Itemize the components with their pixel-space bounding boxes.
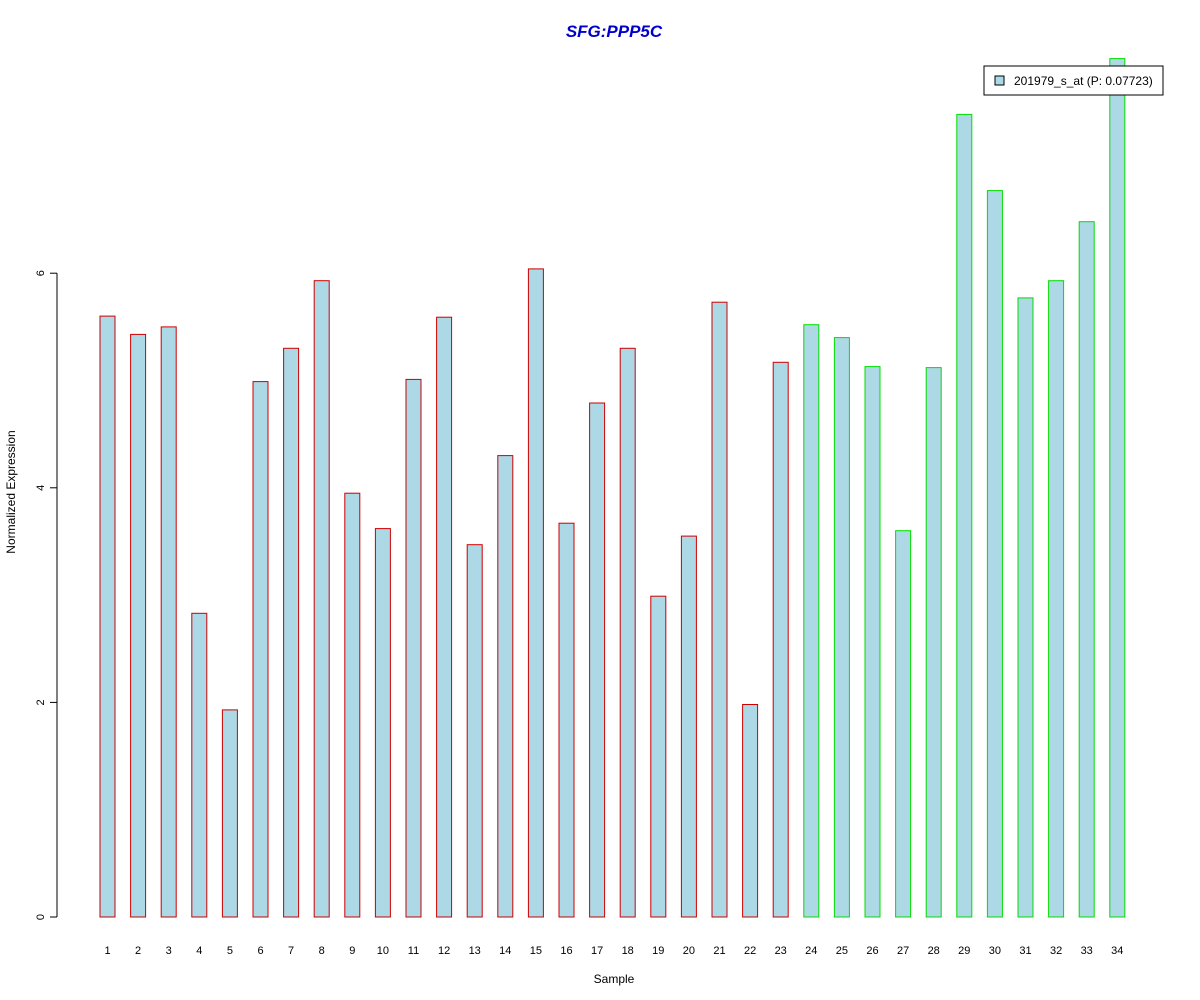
bar-sample-34 <box>1109 58 1126 918</box>
bar-sample-10 <box>374 528 391 918</box>
bar-sample-17 <box>589 402 606 918</box>
y-tick-label: 6 <box>35 270 47 276</box>
legend-swatch <box>994 75 1005 86</box>
x-tick-label: 5 <box>227 945 233 957</box>
bar-sample-9 <box>344 492 361 918</box>
x-tick-label: 13 <box>469 945 481 957</box>
bar-sample-4 <box>191 612 208 918</box>
x-tick-label: 3 <box>166 945 172 957</box>
bar-sample-24 <box>803 324 820 918</box>
bar-sample-14 <box>497 455 514 918</box>
y-tick-label: 2 <box>35 699 47 705</box>
x-tick-label: 11 <box>408 945 419 957</box>
bar-sample-11 <box>405 378 422 918</box>
x-tick-label: 26 <box>866 945 878 957</box>
x-tick-label: 30 <box>989 945 1001 957</box>
x-tick-label: 20 <box>683 945 695 957</box>
bar-sample-12 <box>436 316 453 918</box>
y-tick-label: 4 <box>35 485 47 491</box>
bar-sample-7 <box>283 347 300 918</box>
bar-sample-23 <box>772 361 789 918</box>
bar-sample-8 <box>313 280 330 918</box>
x-tick-label: 16 <box>560 945 572 957</box>
x-tick-label: 18 <box>622 945 634 957</box>
bar-sample-15 <box>527 268 544 918</box>
x-axis-title: Sample <box>594 972 635 986</box>
x-tick-label: 33 <box>1081 945 1093 957</box>
bar-sample-13 <box>466 544 483 918</box>
bar-sample-21 <box>711 301 728 918</box>
y-axis-title: Normalized Expression <box>4 430 18 553</box>
x-tick-label: 34 <box>1111 945 1123 957</box>
x-tick-label: 15 <box>530 945 542 957</box>
x-tick-label: 24 <box>805 945 817 957</box>
x-tick-label: 19 <box>652 945 664 957</box>
bar-sample-2 <box>130 333 147 918</box>
bar-sample-31 <box>1017 297 1034 918</box>
bar-sample-19 <box>650 595 667 918</box>
y-axis: 0 2 4 6 <box>35 270 58 920</box>
legend: 201979_s_at (P: 0.07723) <box>983 65 1164 96</box>
x-tick-label: 27 <box>897 945 909 957</box>
x-tick-label: 2 <box>135 945 141 957</box>
x-tick-label: 12 <box>438 945 450 957</box>
x-tick-label: 14 <box>499 945 511 957</box>
x-tick-label: 7 <box>288 945 294 957</box>
x-tick-label: 21 <box>713 945 725 957</box>
bar-sample-20 <box>680 535 697 918</box>
bar-sample-16 <box>558 522 575 918</box>
bar-sample-25 <box>833 337 850 918</box>
bar-sample-27 <box>895 530 912 918</box>
legend-box <box>983 65 1164 96</box>
bar-sample-26 <box>864 366 881 918</box>
bar-sample-5 <box>221 709 238 918</box>
bars-group <box>99 58 1126 918</box>
x-tick-label: 28 <box>928 945 940 957</box>
x-axis-labels: 1 2 3 4 5 6 7 8 9 10 11 12 13 14 15 16 17 18 19 20 21 22 23 24 2… <box>104 945 1123 957</box>
bar-sample-32 <box>1048 280 1065 918</box>
x-tick-label: 10 <box>377 945 389 957</box>
x-tick-label: 4 <box>196 945 202 957</box>
x-tick-label: 17 <box>591 945 603 957</box>
legend-label: 201979_s_at (P: 0.07723) <box>1014 74 1153 88</box>
x-tick-label: 6 <box>257 945 263 957</box>
chart-title: SFG:PPP5C <box>566 22 663 41</box>
x-tick-label: 23 <box>775 945 787 957</box>
bar-sample-1 <box>99 315 116 918</box>
bar-sample-18 <box>619 347 636 918</box>
x-tick-label: 8 <box>319 945 325 957</box>
x-tick-label: 1 <box>104 945 110 957</box>
bar-sample-33 <box>1078 221 1095 918</box>
x-tick-label: 25 <box>836 945 848 957</box>
x-tick-label: 29 <box>958 945 970 957</box>
bar-sample-3 <box>160 326 177 918</box>
bar-sample-22 <box>742 704 759 918</box>
bar-sample-6 <box>252 381 269 918</box>
x-tick-label: 32 <box>1050 945 1062 957</box>
bar-sample-29 <box>956 113 973 918</box>
y-tick-label: 0 <box>35 914 47 920</box>
x-tick-label: 22 <box>744 945 756 957</box>
bar-sample-30 <box>986 190 1003 918</box>
x-tick-label: 31 <box>1019 945 1031 957</box>
bar-sample-28 <box>925 367 942 918</box>
x-tick-label: 9 <box>349 945 355 957</box>
